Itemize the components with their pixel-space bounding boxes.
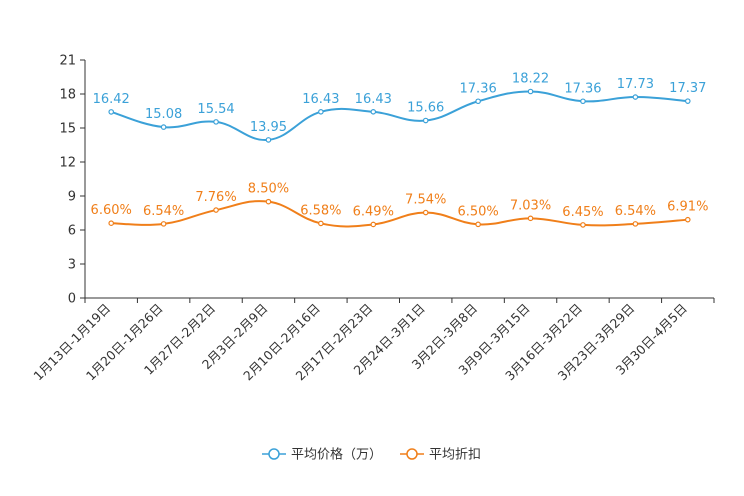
legend-item-1[interactable]: 平均价格（万） bbox=[262, 447, 382, 463]
data-point[interactable] bbox=[160, 221, 167, 227]
y-tick-label: 0 bbox=[68, 292, 76, 307]
data-point[interactable] bbox=[475, 221, 481, 228]
data-point[interactable] bbox=[265, 137, 272, 143]
data-point[interactable] bbox=[580, 222, 586, 228]
data-labels: 16.42 15.08 15.54 13.95 16.43 16.43 15.66 17.36… bbox=[91, 72, 709, 220]
data-label: 17.36 bbox=[564, 81, 601, 96]
data-label: 6.45% bbox=[562, 205, 603, 220]
legend-item-2[interactable]: 平均折扣 bbox=[400, 448, 481, 463]
legend[interactable]: 平均价格（万） 平均折扣 bbox=[262, 447, 481, 463]
y-tick-label: 21 bbox=[59, 54, 76, 69]
data-label: 6.50% bbox=[457, 204, 498, 219]
data-point[interactable] bbox=[684, 216, 691, 223]
legend-marker-icon bbox=[406, 448, 418, 460]
data-label: 13.95 bbox=[250, 120, 287, 135]
data-point[interactable] bbox=[108, 109, 115, 115]
legend-label: 平均价格（万） bbox=[291, 447, 382, 463]
data-point[interactable] bbox=[370, 221, 377, 228]
data-label: 16.42 bbox=[93, 92, 130, 107]
y-tick-label: 3 bbox=[68, 258, 76, 273]
y-tick-label: 12 bbox=[59, 156, 76, 171]
data-label: 6.91% bbox=[667, 200, 708, 215]
data-point[interactable] bbox=[632, 94, 639, 100]
data-point[interactable] bbox=[580, 98, 586, 105]
data-label: 6.54% bbox=[615, 204, 656, 219]
data-label: 7.03% bbox=[510, 198, 551, 213]
y-tick-label: 15 bbox=[59, 122, 76, 137]
data-label: 8.50% bbox=[248, 182, 289, 197]
legend-label: 平均折扣 bbox=[429, 448, 481, 463]
data-point[interactable] bbox=[318, 108, 324, 115]
data-label: 6.54% bbox=[143, 204, 184, 219]
data-point[interactable] bbox=[684, 98, 691, 104]
series-layer bbox=[108, 88, 691, 228]
data-point[interactable] bbox=[422, 209, 429, 216]
y-tick-label: 18 bbox=[59, 88, 76, 103]
data-label: 7.76% bbox=[195, 190, 236, 205]
data-point[interactable] bbox=[108, 220, 115, 227]
legend-marker-icon bbox=[268, 448, 280, 460]
series-line-1 bbox=[110, 90, 688, 141]
data-label: 16.43 bbox=[302, 92, 339, 107]
data-point[interactable] bbox=[160, 124, 167, 130]
data-label: 15.54 bbox=[197, 102, 234, 117]
data-point[interactable] bbox=[527, 88, 534, 95]
data-label: 15.08 bbox=[145, 107, 182, 122]
y-tick-label: 9 bbox=[68, 190, 76, 205]
data-label: 7.54% bbox=[405, 193, 446, 208]
data-label: 6.58% bbox=[300, 203, 341, 218]
series-line-2 bbox=[111, 200, 688, 228]
data-label: 6.60% bbox=[91, 203, 132, 218]
data-point[interactable] bbox=[213, 119, 219, 125]
data-point[interactable] bbox=[422, 117, 429, 124]
data-label: 15.66 bbox=[407, 101, 444, 116]
data-label: 6.49% bbox=[353, 204, 394, 219]
data-label: 17.36 bbox=[460, 81, 497, 96]
data-label: 18.22 bbox=[512, 72, 549, 87]
data-point[interactable] bbox=[318, 220, 324, 227]
data-point[interactable] bbox=[632, 221, 639, 227]
y-tick-label: 6 bbox=[68, 224, 76, 239]
data-point[interactable] bbox=[475, 98, 481, 105]
data-point[interactable] bbox=[370, 108, 377, 115]
data-label: 16.43 bbox=[355, 92, 392, 107]
data-point[interactable] bbox=[527, 215, 534, 222]
data-point[interactable] bbox=[213, 207, 219, 213]
data-label: 17.37 bbox=[669, 81, 706, 96]
data-label: 17.73 bbox=[617, 77, 654, 92]
data-point[interactable] bbox=[265, 198, 272, 205]
